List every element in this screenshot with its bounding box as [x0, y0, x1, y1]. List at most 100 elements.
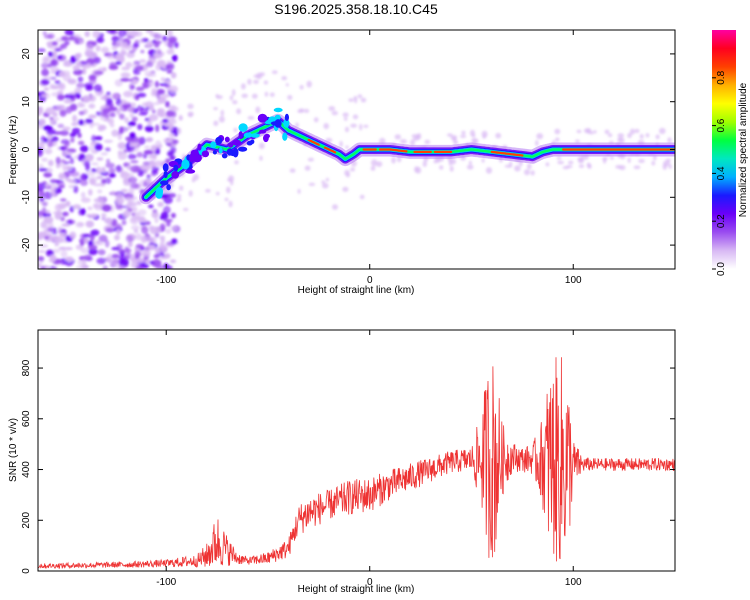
spectrogram-ridge-blob [185, 169, 196, 174]
spectrogram-noise-cell [108, 65, 119, 70]
spectrogram-noise-cell [68, 179, 76, 184]
spectrogram-noise-cell [140, 235, 147, 243]
spectrogram-noise-cell [43, 172, 53, 178]
spectrogram-peak-segment [378, 148, 408, 153]
spectrogram-noise-cell [164, 253, 171, 259]
spectrogram-noise-cell [101, 178, 107, 184]
spectrogram-noise-cell [58, 71, 66, 78]
spectrogram-ridge-blob [197, 143, 202, 151]
spectrogram-faint-cell [321, 180, 326, 184]
spectrogram-noise-cell [106, 30, 116, 34]
spectrogram-noise-cell [42, 57, 51, 64]
spectrogram-noise-cell [123, 162, 131, 168]
spectrogram-noise-cell [145, 221, 151, 226]
spectrogram-noise-cell [166, 110, 175, 117]
spectrogram-noise-cell [138, 112, 148, 116]
spectrogram-faint-cell [360, 97, 367, 103]
spectrogram-noise-cell [78, 110, 85, 116]
spectrogram-noise-cell [118, 126, 124, 134]
spectrogram-faint-cell [304, 108, 310, 113]
spectrogram-faint-cell [228, 175, 235, 183]
spectrogram-noise-cell [125, 62, 133, 68]
spectrogram-faint-cell [231, 89, 236, 97]
spectrogram-noise-cell [107, 253, 113, 260]
spectrogram-noise-cell [94, 57, 101, 64]
spectrogram-faint-cell [233, 127, 238, 133]
spectrogram-faint-cell [461, 130, 466, 135]
spectrogram-noise-cell [49, 83, 55, 90]
spectrogram-noise-cell [38, 191, 45, 198]
spectrogram-noise-cell [132, 142, 138, 148]
spectrogram-noise-cell [69, 57, 77, 64]
spectrogram-noise-cell [141, 81, 151, 89]
spectrogram-noise-cell [40, 265, 46, 269]
spectrogram-noise-cell [62, 145, 69, 150]
spectrogram-faint-cell [617, 133, 625, 138]
spectrogram-noise-cell [57, 123, 65, 129]
spectrogram-ridge-blob [232, 147, 239, 158]
spectrogram-noise-cell [77, 132, 82, 138]
spectrogram-noise-cell [116, 228, 121, 235]
spectrogram-noise-cell [59, 232, 65, 237]
spectrogram-image [38, 30, 675, 269]
spectrogram-faint-cell [415, 166, 422, 174]
spectrogram-noise-cell [148, 204, 154, 209]
spectrogram-faint-cell [555, 137, 560, 142]
spectrogram-faint-cell [350, 123, 357, 128]
spectrogram-noise-cell [63, 99, 74, 104]
spectrogram-noise-cell [88, 248, 98, 256]
spectrogram-noise-cell [157, 144, 163, 148]
spectrogram-faint-cell [633, 165, 641, 170]
spectrogram-noise-cell [128, 83, 135, 91]
spectrogram-ridge-blob [189, 154, 195, 162]
spectrogram-noise-cell [51, 188, 56, 196]
spectrogram-ylabel: Frequency (Hz) [8, 116, 19, 185]
spectrogram-noise-cell [82, 95, 91, 103]
spectrogram-noise-cell [58, 45, 64, 52]
spectrogram-faint-cell [530, 170, 535, 176]
snr-xlabel: Height of straight line (km) [298, 584, 415, 595]
spectrogram-noise-cell [100, 171, 109, 177]
spectrogram-noise-cell [69, 157, 75, 165]
spectrogram-faint-cell [639, 134, 644, 139]
spectrogram-ytick-label: -20 [21, 237, 32, 252]
spectrogram-noise-cell [119, 258, 130, 266]
spectrogram-faint-cell [213, 107, 218, 111]
spectrogram-noise-cell [94, 197, 105, 204]
spectrogram-noise-cell [71, 122, 78, 126]
spectrogram-noise-cell [51, 117, 60, 121]
spectrogram-ridge-blob [163, 171, 168, 179]
spectrogram-ridge-blob [215, 136, 223, 145]
spectrogram-peak-segment [490, 150, 524, 157]
spectrogram-faint-cell [668, 164, 672, 170]
spectrogram-noise-cell [93, 70, 104, 75]
spectrogram-noise-cell [141, 226, 149, 234]
spectrogram-noise-cell [85, 85, 93, 91]
snr-ytick-label: 200 [21, 511, 32, 528]
spectrogram-noise-cell [45, 107, 56, 115]
spectrogram-noise-cell [125, 235, 133, 243]
spectrogram-noise-cell [137, 257, 145, 263]
spectrogram-noise-cell [130, 182, 140, 189]
spectrogram-noise-cell [42, 31, 47, 36]
spectrogram-noise-cell [101, 217, 106, 221]
spectrogram-noise-cell [127, 125, 132, 130]
spectrogram-noise-cell [47, 141, 54, 148]
spectrogram-noise-cell [39, 141, 45, 149]
spectrogram-noise-cell [127, 121, 137, 127]
spectrogram-faint-cell [627, 157, 631, 164]
spectrogram-ridge-blob [257, 113, 268, 123]
spectrogram-faint-cell [659, 127, 666, 135]
spectrogram-ridge-blob [221, 153, 228, 159]
spectrogram-noise-cell [76, 82, 85, 89]
spectrogram-faint-cell [593, 130, 597, 134]
spectrogram-noise-cell [144, 145, 150, 149]
spectrogram-faint-cell [213, 120, 219, 127]
spectrogram-noise-cell [161, 93, 170, 99]
spectrogram-noise-cell [48, 183, 58, 192]
spectrogram-noise-cell [59, 246, 67, 250]
spectrogram-noise-cell [91, 162, 99, 166]
spectrogram-noise-cell [88, 176, 98, 183]
spectrogram-noise-cell [56, 182, 66, 187]
spectrogram-noise-cell [41, 68, 50, 77]
